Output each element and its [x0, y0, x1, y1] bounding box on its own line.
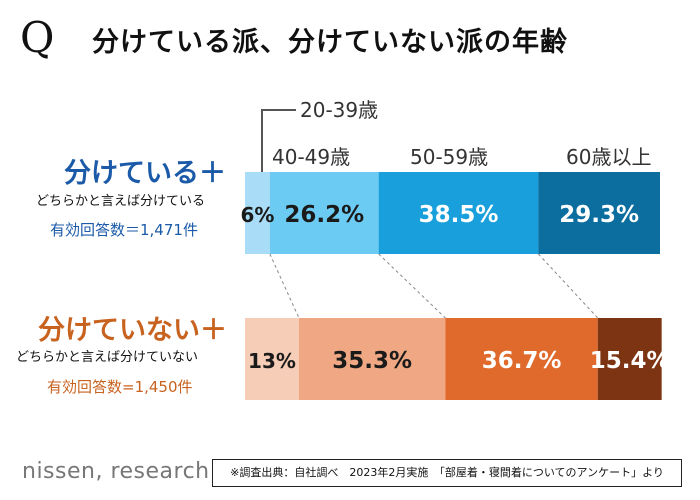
bar-1-0 — [245, 318, 299, 400]
source-footnote: ※調査出典：自社調べ 2023年2月実施 「部屋着・寝間着についてのアンケート」… — [212, 459, 682, 487]
connector-line-0 — [269, 253, 300, 319]
question-mark: Q — [20, 13, 55, 62]
group-title-no: 分けていない＋ — [38, 315, 227, 346]
bar-0-0 — [245, 172, 270, 254]
data-label-0-3: 29.3% — [559, 202, 639, 228]
data-label-1-3: 15.4% — [590, 348, 670, 374]
brand-logo-text: nissen, research — [22, 459, 210, 484]
bar-0-1 — [269, 172, 379, 254]
age-label-40-49: 40-49歳 — [272, 145, 351, 169]
data-label-0-1: 26.2% — [284, 202, 364, 228]
group-n-no: 有効回答数=1,450件 — [47, 378, 193, 396]
bar-0-3 — [538, 172, 660, 254]
bar-1-3 — [597, 318, 662, 400]
bar-1-2 — [445, 318, 598, 400]
connector-line-2 — [538, 253, 599, 319]
data-label-0-2: 38.5% — [419, 202, 499, 228]
group-subtitle-no: どちらかと言えば分けていない — [16, 350, 199, 365]
age-20-39-leader-line — [261, 109, 296, 172]
connector-line-1 — [378, 253, 446, 319]
age-label-60plus: 60歳以上 — [566, 145, 652, 169]
data-label-0-0: 6% — [240, 203, 274, 227]
group-n-yes: 有効回答数＝1,471件 — [50, 221, 198, 239]
page-title: 分けている派、分けていない派の年齢 — [92, 27, 568, 58]
group-subtitle-yes: どちらかと言えば分けている — [36, 194, 206, 209]
data-label-1-1: 35.3% — [332, 348, 412, 374]
data-label-1-0: 13% — [248, 349, 296, 373]
group-title-yes: 分けている＋ — [64, 158, 226, 189]
age-label-50-59: 50-59歳 — [410, 145, 489, 169]
bar-0-2 — [378, 172, 539, 254]
bar-1-1 — [298, 318, 446, 400]
data-label-1-2: 36.7% — [482, 348, 562, 374]
age-label-20-39: 20-39歳 — [300, 98, 379, 122]
